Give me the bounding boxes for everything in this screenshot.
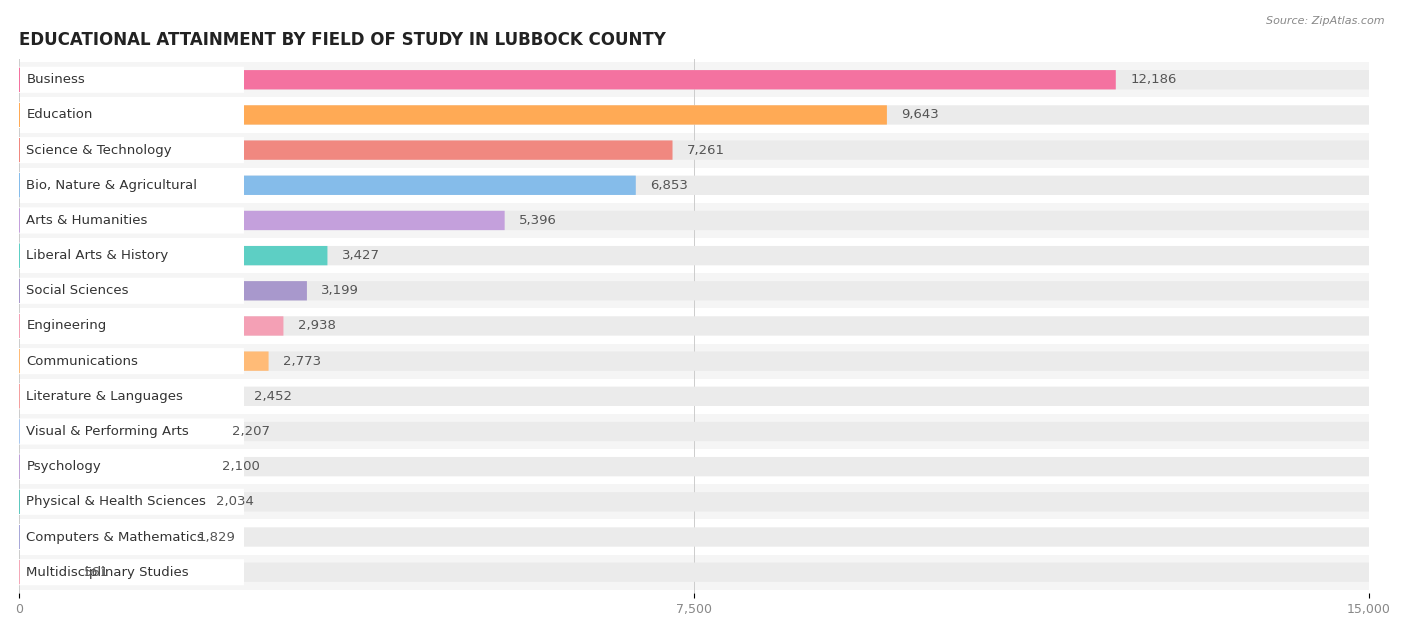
Text: Engineering: Engineering — [27, 319, 107, 333]
FancyBboxPatch shape — [20, 343, 1369, 379]
Text: 2,034: 2,034 — [217, 495, 254, 509]
FancyBboxPatch shape — [20, 489, 245, 515]
FancyBboxPatch shape — [20, 492, 1369, 512]
FancyBboxPatch shape — [20, 555, 1369, 590]
FancyBboxPatch shape — [20, 273, 1369, 309]
FancyBboxPatch shape — [20, 422, 218, 441]
FancyBboxPatch shape — [20, 102, 245, 128]
FancyBboxPatch shape — [20, 414, 1369, 449]
FancyBboxPatch shape — [20, 67, 245, 93]
Text: Communications: Communications — [27, 355, 138, 368]
FancyBboxPatch shape — [20, 175, 1369, 195]
FancyBboxPatch shape — [20, 309, 1369, 343]
FancyBboxPatch shape — [20, 238, 1369, 273]
FancyBboxPatch shape — [20, 141, 672, 160]
FancyBboxPatch shape — [20, 449, 1369, 484]
FancyBboxPatch shape — [20, 141, 1369, 160]
Text: Arts & Humanities: Arts & Humanities — [27, 214, 148, 227]
FancyBboxPatch shape — [20, 351, 1369, 371]
FancyBboxPatch shape — [20, 316, 284, 336]
FancyBboxPatch shape — [20, 562, 1369, 582]
Text: Liberal Arts & History: Liberal Arts & History — [27, 249, 169, 262]
FancyBboxPatch shape — [20, 313, 245, 339]
FancyBboxPatch shape — [20, 175, 636, 195]
Text: 2,773: 2,773 — [283, 355, 321, 368]
Text: 3,199: 3,199 — [322, 285, 359, 297]
FancyBboxPatch shape — [20, 528, 1369, 546]
Text: 12,186: 12,186 — [1130, 73, 1177, 86]
FancyBboxPatch shape — [20, 203, 1369, 238]
FancyBboxPatch shape — [20, 524, 245, 550]
FancyBboxPatch shape — [20, 528, 184, 546]
FancyBboxPatch shape — [20, 562, 69, 582]
Text: 2,938: 2,938 — [298, 319, 336, 333]
Text: Science & Technology: Science & Technology — [27, 144, 172, 156]
Text: 2,452: 2,452 — [254, 390, 292, 403]
FancyBboxPatch shape — [20, 137, 245, 163]
FancyBboxPatch shape — [20, 278, 245, 304]
FancyBboxPatch shape — [20, 211, 505, 230]
FancyBboxPatch shape — [20, 457, 208, 476]
FancyBboxPatch shape — [20, 519, 1369, 555]
Text: 2,100: 2,100 — [222, 460, 260, 473]
FancyBboxPatch shape — [20, 62, 1369, 97]
FancyBboxPatch shape — [20, 70, 1116, 90]
FancyBboxPatch shape — [20, 168, 1369, 203]
FancyBboxPatch shape — [20, 211, 1369, 230]
Text: 3,427: 3,427 — [342, 249, 380, 262]
FancyBboxPatch shape — [20, 281, 307, 300]
FancyBboxPatch shape — [20, 242, 245, 269]
FancyBboxPatch shape — [20, 70, 1369, 90]
Text: Multidisciplinary Studies: Multidisciplinary Studies — [27, 565, 188, 579]
Text: Source: ZipAtlas.com: Source: ZipAtlas.com — [1267, 16, 1385, 26]
FancyBboxPatch shape — [20, 559, 245, 585]
Text: Literature & Languages: Literature & Languages — [27, 390, 183, 403]
FancyBboxPatch shape — [20, 316, 1369, 336]
FancyBboxPatch shape — [20, 133, 1369, 168]
FancyBboxPatch shape — [20, 246, 328, 265]
FancyBboxPatch shape — [20, 105, 887, 124]
FancyBboxPatch shape — [20, 454, 245, 480]
Text: Bio, Nature & Agricultural: Bio, Nature & Agricultural — [27, 179, 197, 192]
FancyBboxPatch shape — [20, 484, 1369, 519]
FancyBboxPatch shape — [20, 383, 245, 410]
FancyBboxPatch shape — [20, 105, 1369, 124]
FancyBboxPatch shape — [20, 418, 245, 445]
Text: 2,207: 2,207 — [232, 425, 270, 438]
FancyBboxPatch shape — [20, 457, 1369, 476]
Text: 1,829: 1,829 — [198, 531, 236, 543]
FancyBboxPatch shape — [20, 281, 1369, 300]
Text: Social Sciences: Social Sciences — [27, 285, 129, 297]
Text: 7,261: 7,261 — [688, 144, 725, 156]
Text: Education: Education — [27, 109, 93, 121]
FancyBboxPatch shape — [20, 379, 1369, 414]
FancyBboxPatch shape — [20, 387, 239, 406]
Text: 6,853: 6,853 — [650, 179, 688, 192]
FancyBboxPatch shape — [20, 492, 202, 512]
Text: Psychology: Psychology — [27, 460, 101, 473]
Text: 561: 561 — [84, 565, 110, 579]
FancyBboxPatch shape — [20, 208, 245, 233]
FancyBboxPatch shape — [20, 348, 245, 374]
FancyBboxPatch shape — [20, 351, 269, 371]
Text: 5,396: 5,396 — [519, 214, 557, 227]
FancyBboxPatch shape — [20, 422, 1369, 441]
FancyBboxPatch shape — [20, 387, 1369, 406]
FancyBboxPatch shape — [20, 246, 1369, 265]
Text: Physical & Health Sciences: Physical & Health Sciences — [27, 495, 207, 509]
Text: EDUCATIONAL ATTAINMENT BY FIELD OF STUDY IN LUBBOCK COUNTY: EDUCATIONAL ATTAINMENT BY FIELD OF STUDY… — [20, 31, 666, 49]
FancyBboxPatch shape — [20, 97, 1369, 133]
Text: Computers & Mathematics: Computers & Mathematics — [27, 531, 204, 543]
Text: Business: Business — [27, 73, 84, 86]
FancyBboxPatch shape — [20, 172, 245, 198]
Text: 9,643: 9,643 — [901, 109, 939, 121]
Text: Visual & Performing Arts: Visual & Performing Arts — [27, 425, 188, 438]
